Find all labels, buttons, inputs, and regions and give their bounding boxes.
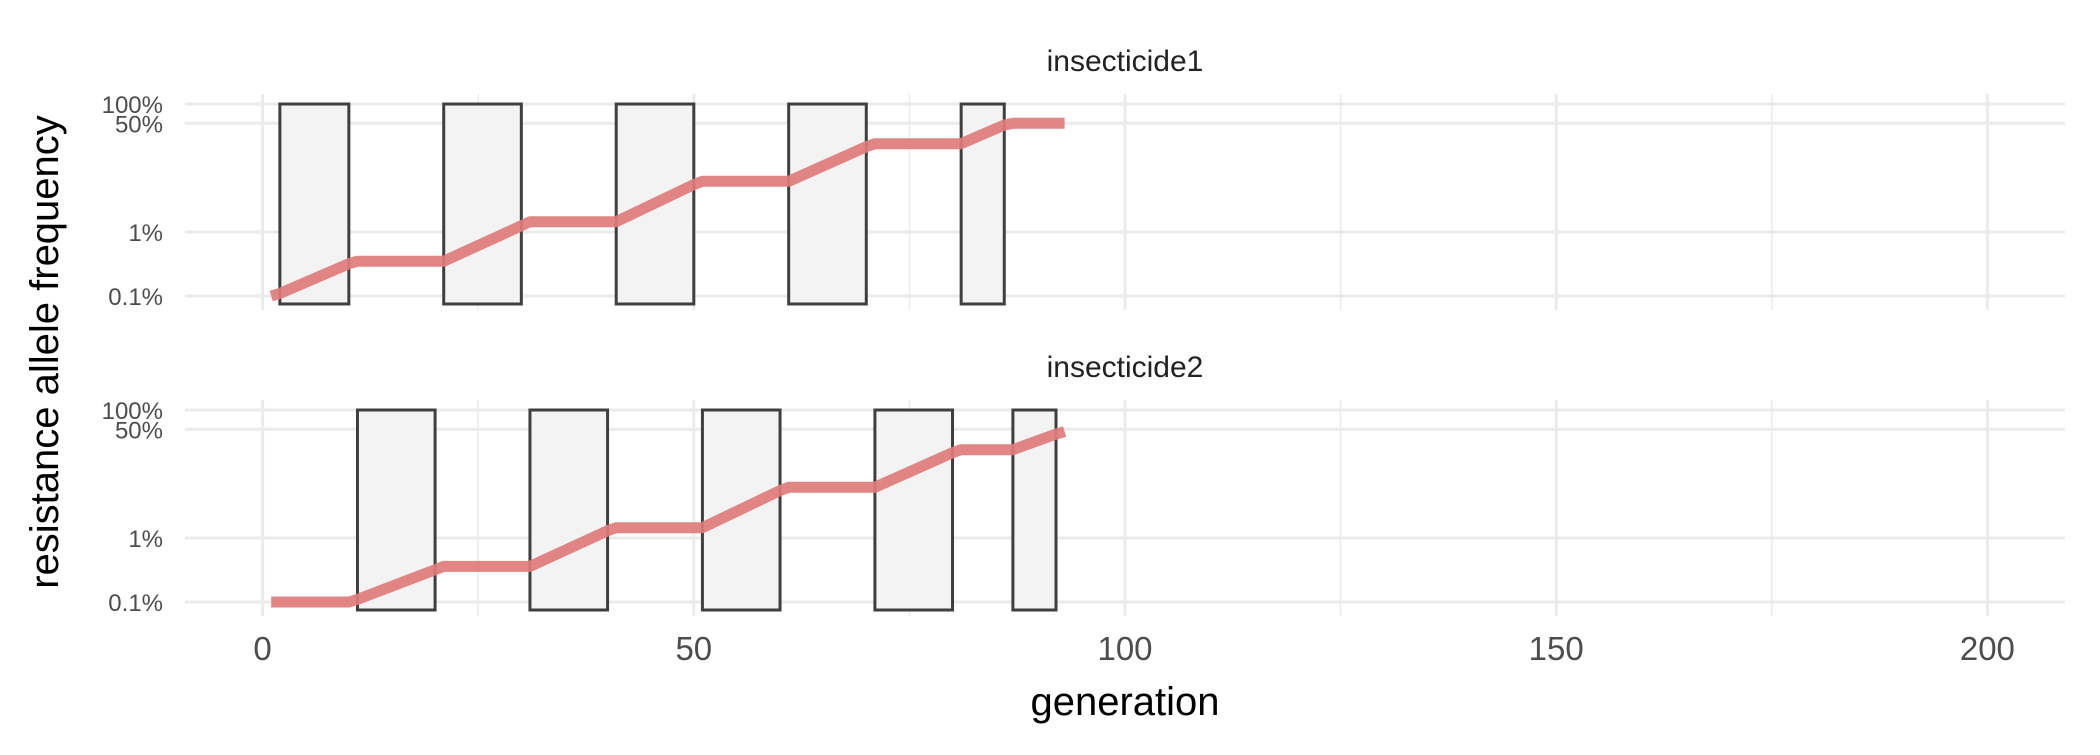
y-tick-label: 100% — [102, 92, 163, 119]
spray-period-box — [528, 408, 610, 612]
x-axis-label: generation — [1030, 680, 1219, 724]
y-tick-label: 1% — [128, 526, 163, 553]
x-tick-label: 50 — [675, 630, 712, 667]
panel-title: insecticide2 — [1047, 351, 1204, 384]
y-tick-label: 50% — [115, 417, 163, 444]
frequency-series-line — [271, 426, 1067, 608]
y-tick-label: 0.1% — [108, 284, 163, 311]
spray-period-box — [873, 408, 955, 612]
y-tick-label: 100% — [102, 398, 163, 425]
y-tick-label: 0.1% — [108, 590, 163, 617]
y-axis-label: resistance allele frequency — [23, 115, 67, 589]
spray-period-box — [355, 408, 437, 612]
y-tick-label: 50% — [115, 111, 163, 138]
spray-period-box — [787, 102, 868, 306]
x-tick-label: 0 — [253, 630, 271, 667]
spray-period-box — [442, 102, 523, 306]
frequency-series-line — [269, 117, 1065, 302]
panel-title: insecticide1 — [1047, 45, 1204, 78]
x-tick-label: 150 — [1529, 630, 1584, 667]
x-tick-label: 200 — [1960, 630, 2015, 667]
y-tick-label: 1% — [128, 220, 163, 247]
x-tick-label: 100 — [1097, 630, 1152, 667]
